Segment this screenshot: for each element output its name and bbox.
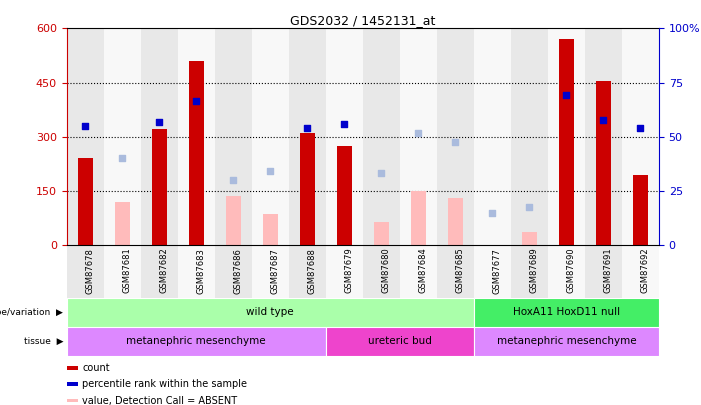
Bar — [177, 28, 215, 245]
Bar — [400, 28, 437, 245]
Text: GSM87684: GSM87684 — [418, 247, 428, 293]
Bar — [511, 245, 548, 298]
Text: metanephric mesenchyme: metanephric mesenchyme — [126, 337, 266, 346]
Bar — [548, 28, 585, 245]
Bar — [633, 175, 648, 245]
Bar — [437, 245, 474, 298]
Bar — [474, 298, 659, 327]
Text: GSM87689: GSM87689 — [529, 247, 538, 293]
Text: wild type: wild type — [246, 307, 294, 317]
Text: metanephric mesenchyme: metanephric mesenchyme — [496, 337, 637, 346]
Bar — [437, 28, 474, 245]
Point — [450, 139, 461, 145]
Bar — [67, 399, 79, 403]
Bar — [67, 382, 79, 386]
Text: value, Detection Call = ABSENT: value, Detection Call = ABSENT — [82, 396, 238, 405]
Point — [264, 168, 275, 174]
Text: GSM87683: GSM87683 — [196, 247, 205, 294]
Bar — [474, 245, 511, 298]
Point — [524, 204, 535, 210]
Text: genotype/variation  ▶: genotype/variation ▶ — [0, 308, 63, 317]
Bar — [585, 28, 622, 245]
Text: ureteric bud: ureteric bud — [368, 337, 432, 346]
Text: GSM87686: GSM87686 — [233, 247, 242, 294]
Bar — [289, 28, 326, 245]
Bar — [177, 245, 215, 298]
Bar — [448, 198, 463, 245]
Bar — [141, 245, 177, 298]
Point — [486, 209, 498, 216]
Bar — [411, 191, 426, 245]
Bar — [548, 245, 585, 298]
Bar — [363, 28, 400, 245]
Bar — [189, 61, 203, 245]
Bar — [67, 327, 326, 356]
Point — [154, 119, 165, 126]
Bar — [326, 245, 363, 298]
Point — [191, 97, 202, 104]
Point — [228, 177, 239, 183]
Bar — [585, 245, 622, 298]
Bar — [151, 130, 167, 245]
Point — [635, 124, 646, 131]
Bar — [300, 133, 315, 245]
Text: GSM87679: GSM87679 — [344, 247, 353, 293]
Point — [561, 92, 572, 98]
Bar — [559, 39, 574, 245]
Title: GDS2032 / 1452131_at: GDS2032 / 1452131_at — [290, 14, 435, 27]
Bar — [67, 366, 79, 370]
Bar — [141, 28, 177, 245]
Text: tissue  ▶: tissue ▶ — [24, 337, 63, 346]
Text: GSM87682: GSM87682 — [159, 247, 168, 293]
Bar — [263, 214, 278, 245]
Bar — [326, 28, 363, 245]
Text: GSM87678: GSM87678 — [85, 247, 94, 294]
Bar — [289, 245, 326, 298]
Bar — [67, 245, 104, 298]
Text: HoxA11 HoxD11 null: HoxA11 HoxD11 null — [513, 307, 620, 317]
Text: count: count — [82, 363, 110, 373]
Bar — [226, 196, 240, 245]
Text: percentile rank within the sample: percentile rank within the sample — [82, 379, 247, 389]
Bar — [67, 298, 474, 327]
Bar — [78, 158, 93, 245]
Point — [116, 155, 128, 162]
Text: GSM87685: GSM87685 — [456, 247, 464, 293]
Point — [376, 170, 387, 176]
Bar — [215, 245, 252, 298]
Bar — [252, 28, 289, 245]
Bar — [363, 245, 400, 298]
Bar — [104, 28, 141, 245]
Bar — [511, 28, 548, 245]
Text: GSM87692: GSM87692 — [641, 247, 649, 293]
Bar — [215, 28, 252, 245]
Text: GSM87681: GSM87681 — [122, 247, 131, 293]
Text: GSM87688: GSM87688 — [307, 247, 316, 294]
Bar — [326, 327, 474, 356]
Text: GSM87690: GSM87690 — [566, 247, 576, 293]
Bar — [67, 28, 104, 245]
Bar — [474, 327, 659, 356]
Bar — [104, 245, 141, 298]
Bar — [596, 81, 611, 245]
Text: GSM87680: GSM87680 — [381, 247, 390, 293]
Point — [413, 130, 424, 136]
Bar — [622, 28, 659, 245]
Bar — [115, 202, 130, 245]
Text: GSM87687: GSM87687 — [270, 247, 279, 294]
Bar — [374, 222, 388, 245]
Point — [79, 123, 90, 129]
Bar — [622, 245, 659, 298]
Bar — [337, 146, 352, 245]
Point — [339, 121, 350, 127]
Bar — [522, 232, 537, 245]
Point — [301, 124, 313, 131]
Bar — [400, 245, 437, 298]
Point — [598, 117, 609, 124]
Bar — [474, 28, 511, 245]
Text: GSM87691: GSM87691 — [604, 247, 613, 293]
Text: GSM87677: GSM87677 — [492, 247, 501, 294]
Bar — [252, 245, 289, 298]
